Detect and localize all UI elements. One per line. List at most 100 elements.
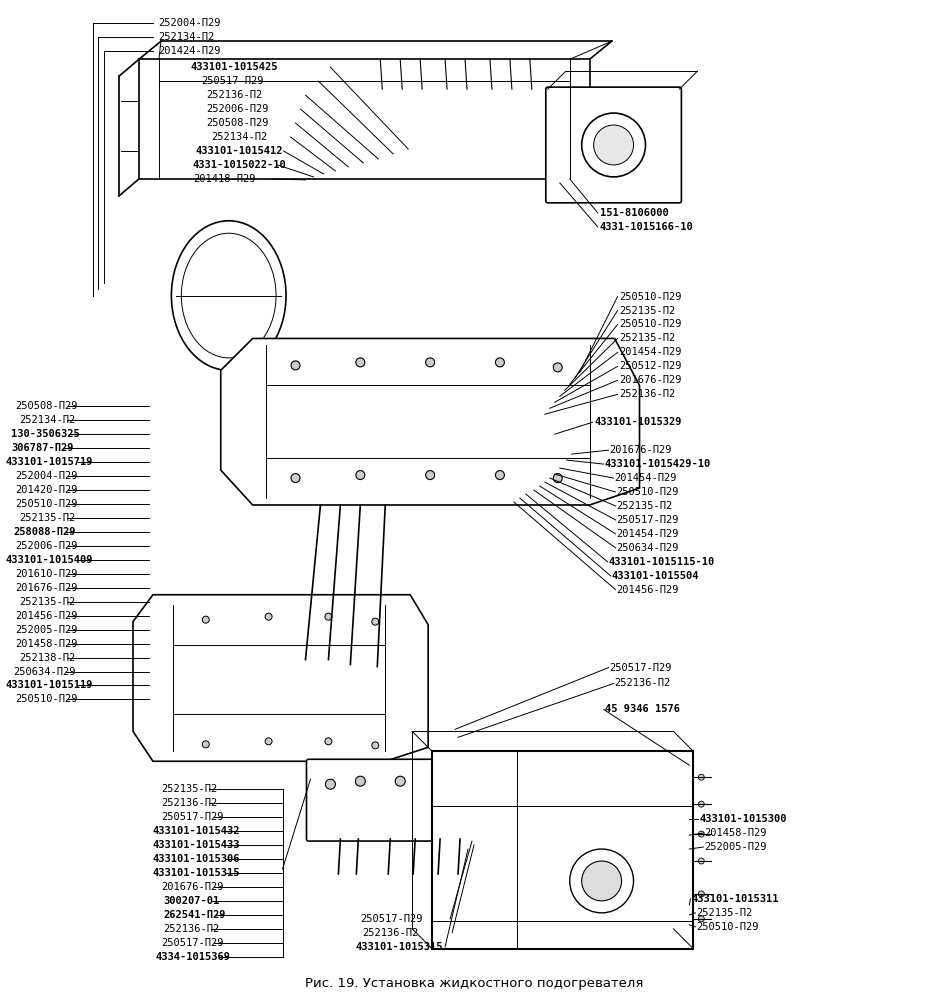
Text: 433101-1015425: 433101-1015425 <box>191 62 278 72</box>
Text: 433101-1015300: 433101-1015300 <box>699 814 787 824</box>
Circle shape <box>435 779 445 789</box>
Text: 433101-1015315: 433101-1015315 <box>355 942 443 952</box>
Ellipse shape <box>172 221 286 370</box>
Text: 250512-П29: 250512-П29 <box>620 361 682 371</box>
Text: 4331-1015166-10: 4331-1015166-10 <box>600 222 694 232</box>
Text: 45 9346 1576: 45 9346 1576 <box>605 704 679 714</box>
Circle shape <box>698 774 704 780</box>
Text: 250517-П29: 250517-П29 <box>161 938 223 948</box>
Circle shape <box>355 776 365 786</box>
Text: 250517-П29: 250517-П29 <box>609 663 672 673</box>
Circle shape <box>553 363 562 372</box>
Text: 252134-П2: 252134-П2 <box>211 132 267 142</box>
Text: 201456-П29: 201456-П29 <box>617 585 679 595</box>
Text: 252135-П2: 252135-П2 <box>161 784 217 794</box>
Text: 252135-П2: 252135-П2 <box>19 513 76 523</box>
Circle shape <box>291 361 300 370</box>
Text: 252134-П2: 252134-П2 <box>19 415 76 425</box>
Text: 433101-1015719: 433101-1015719 <box>6 457 93 467</box>
Circle shape <box>356 358 364 367</box>
Text: 250510-П29: 250510-П29 <box>617 487 679 497</box>
Text: 252135-П2: 252135-П2 <box>617 501 673 511</box>
Text: 252005-П29: 252005-П29 <box>704 842 767 852</box>
Text: 201454-П29: 201454-П29 <box>620 347 682 357</box>
Polygon shape <box>133 595 428 761</box>
Circle shape <box>698 891 704 897</box>
Text: 252138-П2: 252138-П2 <box>19 653 76 663</box>
Text: 252136-П2: 252136-П2 <box>163 924 219 934</box>
Text: 201676-П29: 201676-П29 <box>620 375 682 385</box>
Text: 252136-П2: 252136-П2 <box>161 798 217 808</box>
Bar <box>432 751 694 949</box>
Text: 433101-1015409: 433101-1015409 <box>6 555 93 565</box>
Circle shape <box>426 358 435 367</box>
Text: 201676-П29: 201676-П29 <box>15 583 78 593</box>
Text: 250510-П29: 250510-П29 <box>15 499 78 509</box>
Circle shape <box>426 471 435 480</box>
Circle shape <box>325 738 332 745</box>
Text: 433101-1015433: 433101-1015433 <box>153 840 240 850</box>
Text: 433101-1015329: 433101-1015329 <box>595 417 682 427</box>
Text: 250510-П29: 250510-П29 <box>15 694 78 704</box>
Circle shape <box>569 849 634 913</box>
Text: 262541-П29: 262541-П29 <box>163 910 226 920</box>
Circle shape <box>291 474 300 483</box>
Text: 252136-П2: 252136-П2 <box>615 678 671 688</box>
Text: 433101-1015412: 433101-1015412 <box>195 146 284 156</box>
FancyBboxPatch shape <box>546 87 681 203</box>
Text: 201458-П29: 201458-П29 <box>15 639 78 649</box>
Text: 250517-П29: 250517-П29 <box>361 914 423 924</box>
Circle shape <box>495 471 505 480</box>
FancyBboxPatch shape <box>307 759 475 841</box>
Circle shape <box>582 113 645 177</box>
Circle shape <box>372 618 379 625</box>
Circle shape <box>395 776 405 786</box>
Circle shape <box>698 916 704 922</box>
Circle shape <box>325 613 332 620</box>
Text: 433101-1015315: 433101-1015315 <box>153 868 240 878</box>
Text: 4334-1015369: 4334-1015369 <box>156 952 231 962</box>
Text: 433101-1015311: 433101-1015311 <box>692 894 779 904</box>
Circle shape <box>202 741 210 748</box>
Text: 433101-1015119: 433101-1015119 <box>6 680 93 690</box>
Text: 4331-1015022-10: 4331-1015022-10 <box>193 160 287 170</box>
Text: 130-3506325: 130-3506325 <box>11 429 80 439</box>
Text: 250508-П29: 250508-П29 <box>206 118 269 128</box>
Circle shape <box>553 474 562 483</box>
Text: 306787-П29: 306787-П29 <box>11 443 74 453</box>
Text: 433101-1015115-10: 433101-1015115-10 <box>608 557 715 567</box>
Text: Рис. 19. Установка жидкостного подогревателя: Рис. 19. Установка жидкостного подогрева… <box>305 977 643 990</box>
Text: 250634-П29: 250634-П29 <box>13 667 76 677</box>
Text: 258088-П29: 258088-П29 <box>13 527 76 537</box>
Text: 252136-П2: 252136-П2 <box>363 928 419 938</box>
Circle shape <box>582 861 622 901</box>
Text: 201424-П29: 201424-П29 <box>158 46 220 56</box>
Circle shape <box>265 613 272 620</box>
Text: 252135-П2: 252135-П2 <box>620 333 676 343</box>
Text: 201454-П29: 201454-П29 <box>615 473 677 483</box>
Text: 250510-П29: 250510-П29 <box>620 319 682 329</box>
Text: 201456-П29: 201456-П29 <box>15 611 78 621</box>
Text: 201458-П29: 201458-П29 <box>704 828 767 838</box>
Text: 201676-П29: 201676-П29 <box>609 445 672 455</box>
Text: 252136-П2: 252136-П2 <box>206 90 262 100</box>
Text: 433101-1015429-10: 433101-1015429-10 <box>605 459 711 469</box>
Circle shape <box>495 358 505 367</box>
Text: 433101-1015432: 433101-1015432 <box>153 826 240 836</box>
Circle shape <box>326 779 335 789</box>
Circle shape <box>265 738 272 745</box>
Text: 250517-П29: 250517-П29 <box>201 76 263 86</box>
Text: 433101-1015306: 433101-1015306 <box>153 854 240 864</box>
Text: 252006-П29: 252006-П29 <box>15 541 78 551</box>
Circle shape <box>698 858 704 864</box>
Circle shape <box>594 125 634 165</box>
Text: 252005-П29: 252005-П29 <box>15 625 78 635</box>
Circle shape <box>202 616 210 623</box>
Polygon shape <box>139 59 589 179</box>
Circle shape <box>698 801 704 807</box>
Text: 252135-П2: 252135-П2 <box>19 597 76 607</box>
Text: 201454-П29: 201454-П29 <box>617 529 679 539</box>
Text: 300207-01: 300207-01 <box>163 896 219 906</box>
Text: 201420-П29: 201420-П29 <box>15 485 78 495</box>
Polygon shape <box>221 338 640 505</box>
